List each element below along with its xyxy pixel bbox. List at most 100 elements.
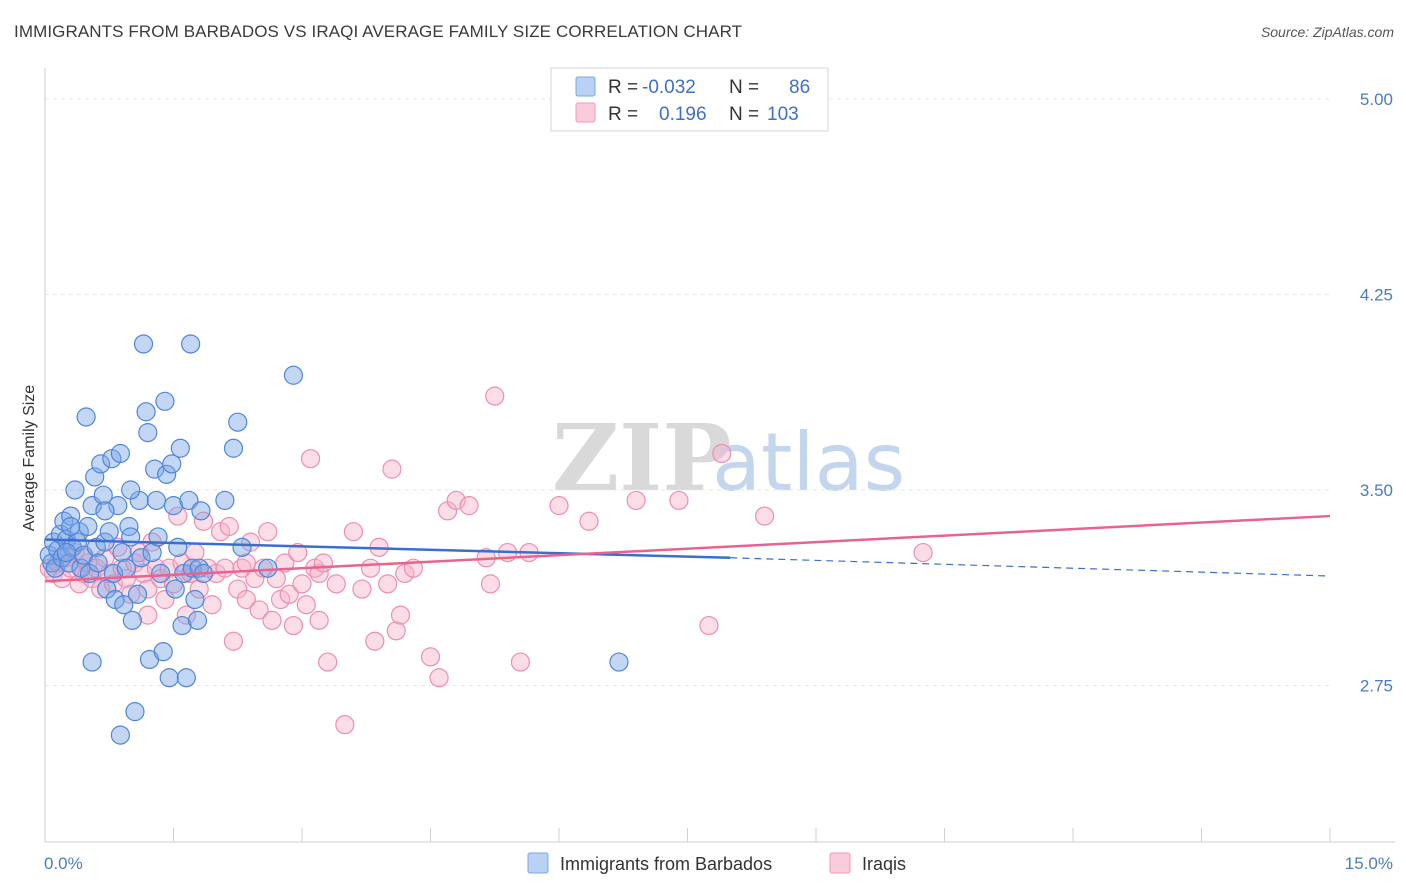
point-barbados xyxy=(258,558,278,578)
point-iraqis xyxy=(343,522,363,542)
legend-n-label: N = xyxy=(729,104,759,125)
series-barbados xyxy=(39,334,629,745)
point-barbados xyxy=(146,490,166,511)
series-legend: Immigrants from Barbados Iraqis xyxy=(527,852,906,874)
legend-r-label: R = xyxy=(608,77,638,98)
series-swatch-iraqis xyxy=(829,852,851,874)
point-iraqis xyxy=(913,542,933,563)
legend-row-barbados: R = -0.032 N = 86 xyxy=(575,76,810,98)
point-barbados xyxy=(82,652,102,672)
point-iraqis xyxy=(202,595,222,615)
point-iraqis xyxy=(296,595,316,615)
point-barbados xyxy=(91,454,111,474)
point-barbados xyxy=(76,407,96,427)
y-tick-labels: 2.75 3.50 4.25 5.00 xyxy=(1360,90,1393,696)
point-barbados xyxy=(162,454,182,474)
point-barbados xyxy=(127,584,148,604)
series-label-iraqis: Iraqis xyxy=(862,854,906,874)
point-iraqis xyxy=(283,615,304,636)
correlation-legend: R = -0.032 N = 86 R = 0.196 N = 103 xyxy=(550,67,829,132)
point-iraqis xyxy=(352,579,372,599)
y-tick-label: 5.00 xyxy=(1360,90,1393,109)
point-iraqis xyxy=(176,605,196,625)
legend-box xyxy=(550,67,829,132)
point-barbados xyxy=(157,464,177,484)
point-iraqis xyxy=(420,647,441,667)
point-iraqis xyxy=(275,553,295,573)
point-barbados xyxy=(88,553,108,573)
point-barbados xyxy=(185,589,205,610)
point-barbados xyxy=(114,595,134,615)
point-iraqis xyxy=(549,496,569,516)
point-iraqis xyxy=(360,558,381,578)
chart-title: IMMIGRANTS FROM BARBADOS VS IRAQI AVERAG… xyxy=(14,22,743,41)
legend-n-value: 86 xyxy=(789,77,810,98)
point-barbados xyxy=(136,402,156,422)
x-tick-labels: 0.0% 15.0% xyxy=(44,854,1393,873)
point-iraqis xyxy=(318,652,338,672)
point-barbados xyxy=(609,652,629,672)
axes xyxy=(44,68,1395,843)
point-barbados xyxy=(159,668,179,688)
point-iraqis xyxy=(429,668,449,688)
point-barbados xyxy=(61,506,81,526)
point-iraqis xyxy=(249,600,269,620)
point-barbados xyxy=(122,610,142,630)
trendline-barbados xyxy=(44,538,731,560)
x-tick-label: 15.0% xyxy=(1345,854,1393,873)
point-iraqis xyxy=(215,558,235,578)
point-barbados xyxy=(108,496,128,516)
series-label-barbados: Immigrants from Barbados xyxy=(560,854,772,874)
point-barbados xyxy=(191,501,211,521)
point-barbados xyxy=(151,563,171,584)
point-iraqis xyxy=(121,584,141,604)
point-iraqis xyxy=(459,496,479,516)
trend-layer xyxy=(44,514,1331,583)
y-tick-label: 2.75 xyxy=(1360,677,1393,696)
point-barbados xyxy=(133,334,154,354)
point-iraqis xyxy=(365,631,385,651)
point-iraqis xyxy=(386,621,406,641)
point-iraqis xyxy=(446,490,466,511)
point-iraqis xyxy=(262,610,282,630)
trendline-barbados-extension xyxy=(730,557,1331,577)
point-barbados xyxy=(172,615,192,636)
point-barbados xyxy=(78,516,98,537)
point-barbados xyxy=(165,579,185,599)
trendline-iraqis xyxy=(44,514,1331,583)
point-iraqis xyxy=(313,553,334,573)
point-barbados xyxy=(110,725,130,745)
point-iraqis xyxy=(382,459,402,479)
point-iraqis xyxy=(155,589,175,610)
point-barbados xyxy=(283,365,304,385)
point-iraqis xyxy=(300,449,321,469)
point-iraqis xyxy=(292,574,312,594)
series-layer xyxy=(39,334,933,745)
series-swatch-barbados xyxy=(527,852,549,874)
point-barbados xyxy=(131,548,151,568)
x-tick-label: 0.0% xyxy=(44,854,83,873)
legend-r-label: R = xyxy=(608,104,638,125)
point-iraqis xyxy=(168,506,188,526)
point-barbados xyxy=(181,334,201,354)
point-iraqis xyxy=(699,615,719,636)
point-iraqis xyxy=(326,574,346,594)
point-iraqis xyxy=(626,490,646,511)
point-barbados xyxy=(223,438,244,458)
point-barbados xyxy=(232,537,252,557)
point-barbados xyxy=(110,443,130,464)
point-barbados xyxy=(95,501,115,521)
legend-swatch-barbados xyxy=(575,76,596,97)
point-barbados xyxy=(61,516,81,537)
point-iraqis xyxy=(138,579,158,599)
point-barbados xyxy=(125,702,145,722)
point-barbados xyxy=(168,537,188,557)
point-iraqis xyxy=(189,579,209,599)
point-iraqis xyxy=(309,563,329,584)
point-iraqis xyxy=(91,579,111,599)
point-barbados xyxy=(228,412,248,432)
point-barbados xyxy=(155,391,175,411)
point-iraqis xyxy=(258,522,278,542)
point-barbados xyxy=(176,668,196,688)
point-iraqis xyxy=(309,610,329,630)
